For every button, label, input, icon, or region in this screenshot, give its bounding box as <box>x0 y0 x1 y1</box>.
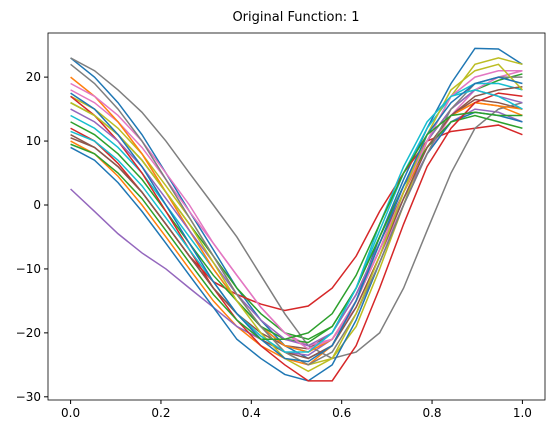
line-series <box>70 76 523 363</box>
y-tick-label: 20 <box>26 70 41 84</box>
x-tick-label: 0.2 <box>151 406 170 420</box>
line-series <box>70 124 523 312</box>
line-series <box>70 92 523 382</box>
line-series <box>70 76 523 353</box>
y-tick-label: 10 <box>26 134 41 148</box>
line-series <box>70 63 523 366</box>
y-tick-label: −30 <box>16 390 41 404</box>
x-tick-label: 0.8 <box>422 406 441 420</box>
x-tick-label: 0.6 <box>332 406 351 420</box>
line-series <box>70 89 523 353</box>
y-tick-label: −20 <box>16 326 41 340</box>
line-series <box>70 57 523 360</box>
y-tick-label: 0 <box>33 198 41 212</box>
line-series <box>70 57 523 366</box>
line-series <box>70 89 523 347</box>
x-tick-label: 0.4 <box>242 406 261 420</box>
x-tick-label: 0.0 <box>61 406 80 420</box>
line-series <box>70 111 523 341</box>
line-series <box>70 85 523 360</box>
line-series <box>70 108 523 357</box>
x-tick-label: 1.0 <box>513 406 532 420</box>
plot-frame <box>47 32 546 401</box>
line-series <box>70 63 523 373</box>
chart-title: Original Function: 1 <box>232 10 359 25</box>
line-series <box>70 101 523 366</box>
y-tick-label: −10 <box>16 262 41 276</box>
